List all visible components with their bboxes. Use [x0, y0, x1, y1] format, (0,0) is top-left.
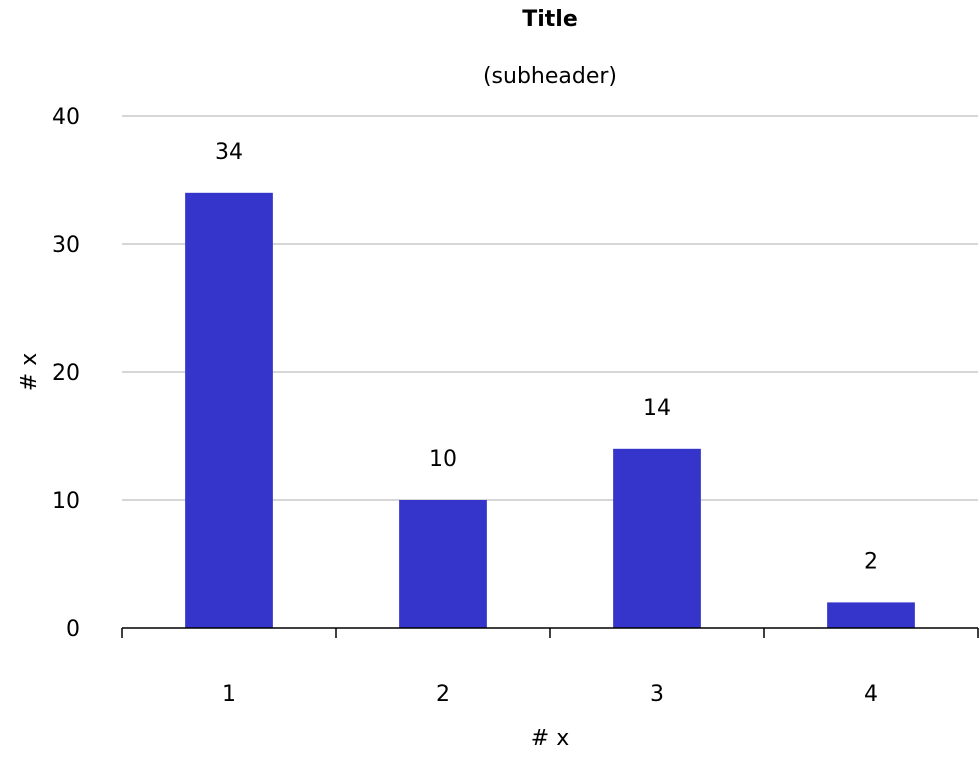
data-labels: 34 10 14 2 [215, 140, 878, 575]
x-tick-label-2: 2 [436, 682, 450, 707]
bar-2 [399, 500, 487, 628]
x-tick-label-3: 3 [650, 682, 664, 707]
chart-title: Title [522, 7, 578, 32]
bars [185, 192, 915, 629]
bar-4 [827, 602, 915, 628]
x-axis [121, 627, 979, 638]
x-tick-label-1: 1 [222, 682, 236, 707]
x-axis-label: # x [531, 726, 569, 751]
bar-1 [185, 192, 273, 629]
x-tick-labels: 1 2 3 4 [222, 682, 878, 707]
y-tick-label-10: 10 [52, 489, 80, 514]
data-label-1: 34 [215, 140, 243, 165]
data-label-4: 2 [864, 549, 878, 574]
data-label-3: 14 [643, 396, 671, 421]
y-tick-label-20: 20 [52, 361, 80, 386]
y-tick-label-0: 0 [66, 617, 80, 642]
y-tick-label-40: 40 [52, 105, 80, 130]
y-tick-label-30: 30 [52, 233, 80, 258]
y-tick-labels: 0 10 20 30 40 [52, 105, 80, 642]
bar-3 [613, 448, 701, 628]
data-label-2: 10 [429, 447, 457, 472]
chart-subtitle: (subheader) [483, 64, 617, 89]
x-tick-label-4: 4 [864, 682, 878, 707]
y-axis-label: # x [17, 353, 42, 391]
